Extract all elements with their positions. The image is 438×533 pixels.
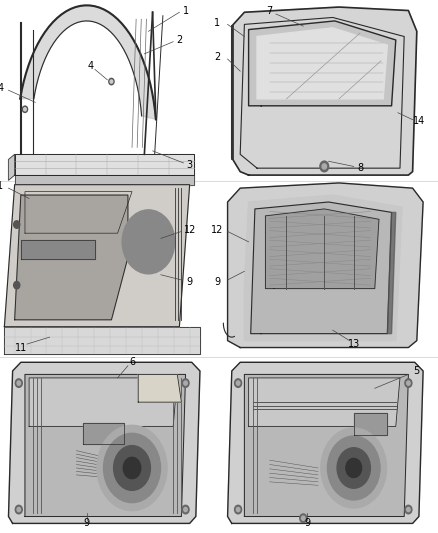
- Polygon shape: [244, 374, 408, 516]
- Circle shape: [128, 217, 169, 266]
- Text: 4: 4: [0, 84, 4, 93]
- Text: 2: 2: [176, 35, 183, 45]
- Circle shape: [22, 106, 28, 112]
- Polygon shape: [251, 202, 392, 334]
- Circle shape: [17, 381, 21, 385]
- Text: 8: 8: [357, 163, 363, 173]
- Circle shape: [322, 164, 326, 169]
- Text: 13: 13: [348, 339, 360, 349]
- Text: 3: 3: [187, 160, 193, 169]
- Circle shape: [184, 381, 187, 385]
- Circle shape: [300, 514, 307, 522]
- Circle shape: [346, 458, 362, 478]
- Circle shape: [406, 381, 410, 385]
- Circle shape: [97, 425, 167, 511]
- Text: 9: 9: [304, 519, 311, 528]
- Polygon shape: [25, 374, 186, 516]
- Text: 11: 11: [15, 343, 27, 352]
- Text: 7: 7: [266, 5, 273, 15]
- Circle shape: [337, 448, 371, 488]
- Text: 5: 5: [413, 366, 420, 376]
- Text: 14: 14: [413, 116, 425, 126]
- Circle shape: [110, 80, 113, 83]
- Text: 9: 9: [214, 277, 220, 287]
- Circle shape: [321, 428, 387, 508]
- Polygon shape: [8, 155, 14, 180]
- Polygon shape: [228, 362, 423, 523]
- Polygon shape: [20, 5, 156, 119]
- Circle shape: [301, 516, 305, 520]
- Circle shape: [405, 505, 412, 514]
- Circle shape: [328, 436, 380, 500]
- Text: 6: 6: [129, 357, 135, 367]
- Circle shape: [14, 281, 20, 289]
- Polygon shape: [4, 327, 200, 354]
- Circle shape: [406, 507, 410, 512]
- Text: 1: 1: [0, 181, 4, 191]
- Polygon shape: [228, 183, 423, 348]
- Circle shape: [14, 221, 20, 228]
- Circle shape: [113, 446, 150, 490]
- Text: 12: 12: [211, 225, 223, 235]
- Polygon shape: [29, 378, 177, 426]
- Circle shape: [184, 507, 187, 512]
- Circle shape: [109, 78, 114, 85]
- Circle shape: [122, 210, 175, 274]
- Polygon shape: [244, 195, 402, 341]
- Circle shape: [15, 379, 22, 387]
- Text: 2: 2: [214, 52, 220, 62]
- Polygon shape: [249, 21, 396, 106]
- Polygon shape: [21, 240, 95, 259]
- Text: 9: 9: [187, 277, 193, 287]
- Polygon shape: [14, 175, 194, 185]
- Polygon shape: [354, 413, 387, 435]
- Text: 1: 1: [183, 5, 189, 15]
- Circle shape: [182, 505, 189, 514]
- Circle shape: [123, 457, 141, 479]
- Text: 12: 12: [184, 225, 196, 235]
- Circle shape: [405, 379, 412, 387]
- Circle shape: [17, 507, 21, 512]
- Polygon shape: [387, 212, 396, 334]
- Circle shape: [15, 505, 22, 514]
- Text: 9: 9: [84, 519, 90, 528]
- Circle shape: [138, 229, 159, 255]
- Polygon shape: [8, 362, 200, 523]
- Polygon shape: [4, 185, 190, 327]
- Polygon shape: [257, 28, 387, 99]
- Circle shape: [237, 507, 240, 512]
- Circle shape: [320, 161, 328, 172]
- Circle shape: [182, 379, 189, 387]
- Polygon shape: [265, 209, 379, 289]
- Text: 4: 4: [88, 61, 94, 71]
- Text: 1: 1: [214, 18, 220, 28]
- Polygon shape: [14, 195, 128, 320]
- Polygon shape: [14, 155, 194, 175]
- Circle shape: [24, 108, 26, 111]
- Circle shape: [235, 379, 242, 387]
- Polygon shape: [249, 378, 400, 426]
- Polygon shape: [138, 374, 181, 402]
- Circle shape: [235, 505, 242, 514]
- Polygon shape: [232, 7, 417, 175]
- Circle shape: [103, 433, 160, 503]
- Circle shape: [237, 381, 240, 385]
- Polygon shape: [83, 423, 124, 443]
